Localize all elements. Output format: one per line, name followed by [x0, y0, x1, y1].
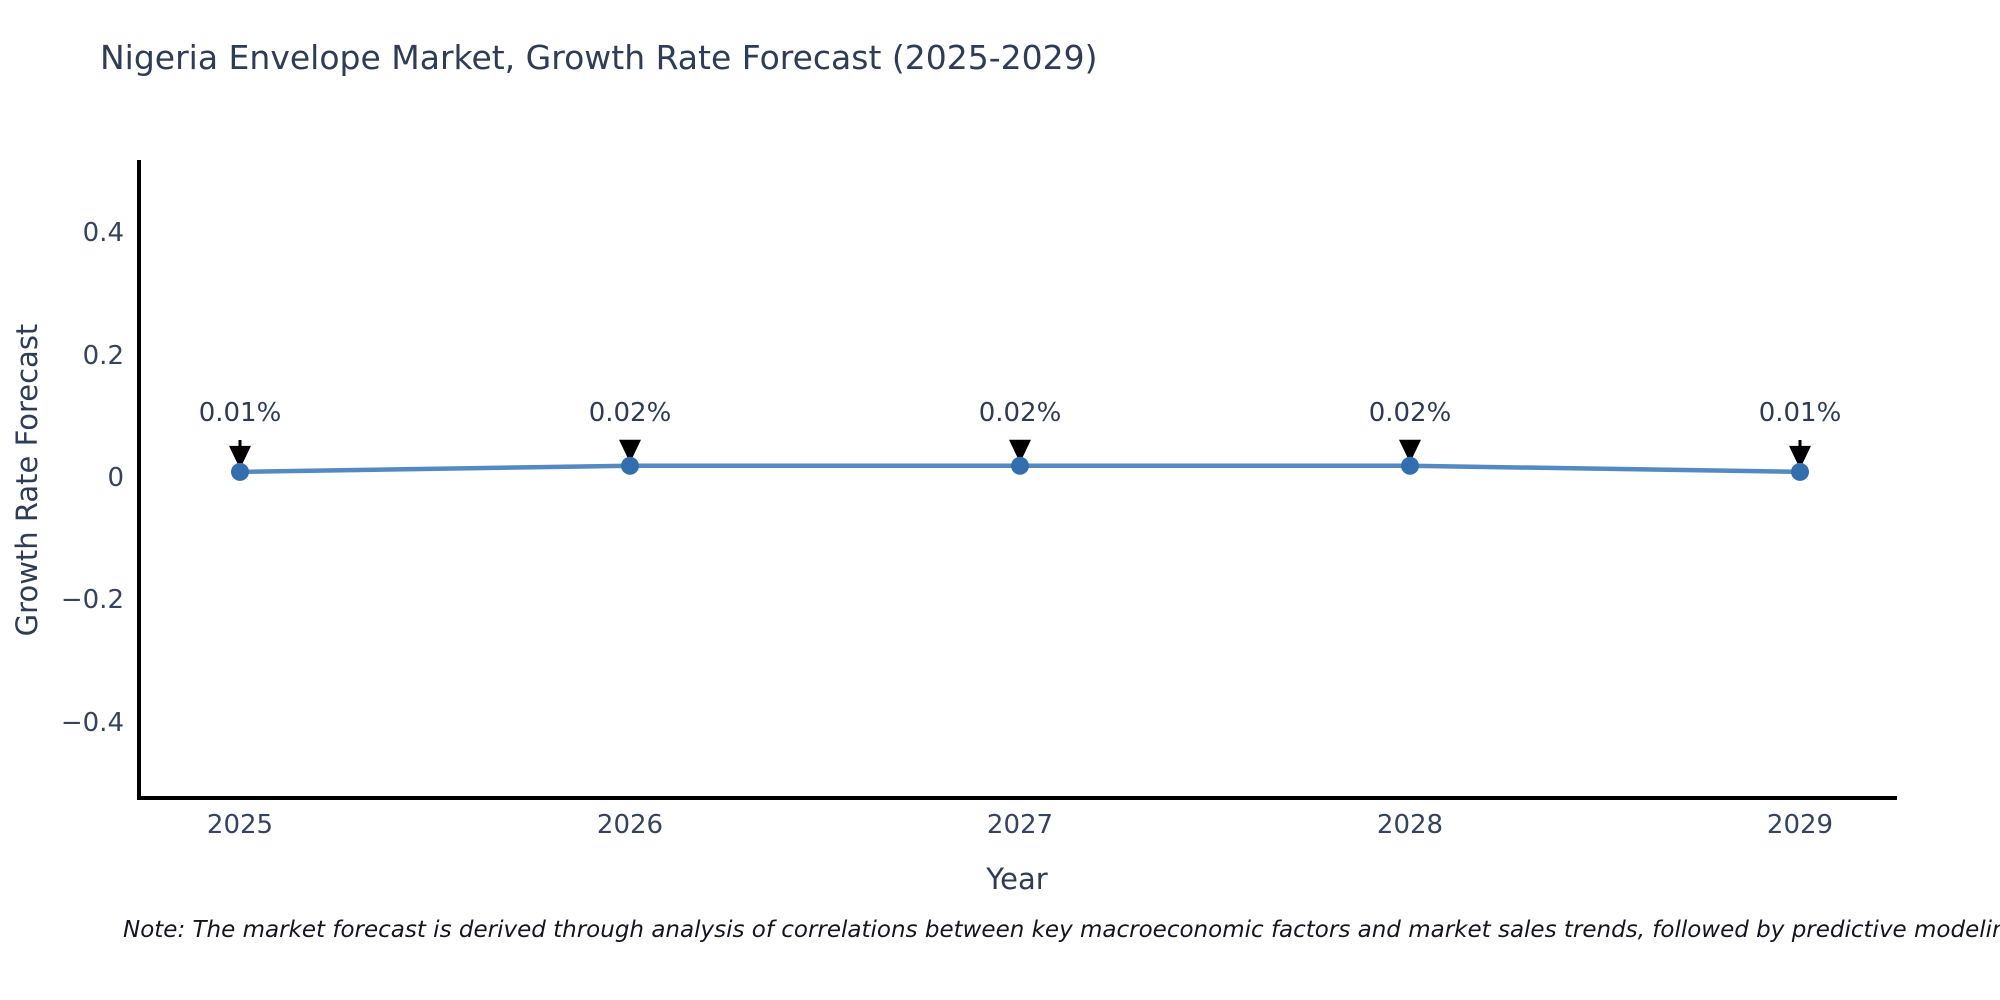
point-annotation: 0.02%	[588, 398, 672, 428]
y-tick-label: −0.4	[60, 707, 124, 738]
point-annotation: 0.02%	[1368, 398, 1452, 428]
x-tick-label: 2029	[1766, 810, 1834, 840]
x-tick-label: 2028	[1376, 810, 1444, 840]
point-annotation: 0.02%	[978, 398, 1062, 428]
y-tick-label: 0.2	[82, 340, 124, 371]
y-tick-label: 0	[107, 463, 124, 493]
plot-area	[137, 160, 1897, 800]
point-annotation: 0.01%	[1758, 398, 1842, 428]
x-tick-label: 2026	[596, 810, 664, 840]
y-tick-label: 0.4	[82, 218, 124, 249]
chart-title: Nigeria Envelope Market, Growth Rate For…	[100, 38, 1098, 77]
x-tick-label: 2027	[986, 810, 1054, 840]
x-axis-title: Year	[986, 862, 1048, 896]
footnote: Note: The market forecast is derived thr…	[123, 917, 2000, 943]
point-annotation: 0.01%	[198, 398, 282, 428]
x-tick-label: 2025	[206, 810, 274, 840]
y-tick-label: −0.2	[60, 585, 124, 616]
